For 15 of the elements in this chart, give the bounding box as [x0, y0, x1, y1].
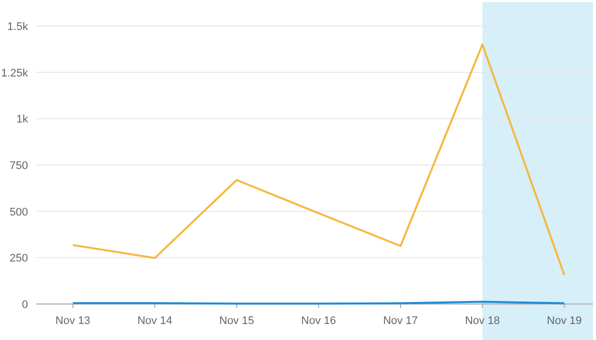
- x-tick-label: Nov 17: [383, 315, 418, 327]
- y-tick-label: 1.5k: [7, 21, 28, 33]
- y-tick-label: 750: [10, 160, 28, 172]
- y-tick-label: 250: [10, 252, 28, 265]
- x-tick-label: Nov 18: [464, 315, 500, 327]
- x-tick-label: Nov 13: [55, 315, 90, 327]
- x-tick-label: Nov 15: [219, 315, 254, 327]
- x-tick-label: Nov 14: [137, 315, 172, 327]
- y-tick-label: 0: [22, 299, 28, 311]
- y-tick-label: 500: [10, 206, 28, 218]
- line-series: [72, 44, 566, 276]
- x-tick-label: Nov 16: [301, 315, 336, 327]
- y-tick-label: 1.25k: [1, 67, 28, 80]
- x-tick-label: Nov 19: [546, 315, 582, 327]
- y-tick-label: 1k: [16, 114, 28, 126]
